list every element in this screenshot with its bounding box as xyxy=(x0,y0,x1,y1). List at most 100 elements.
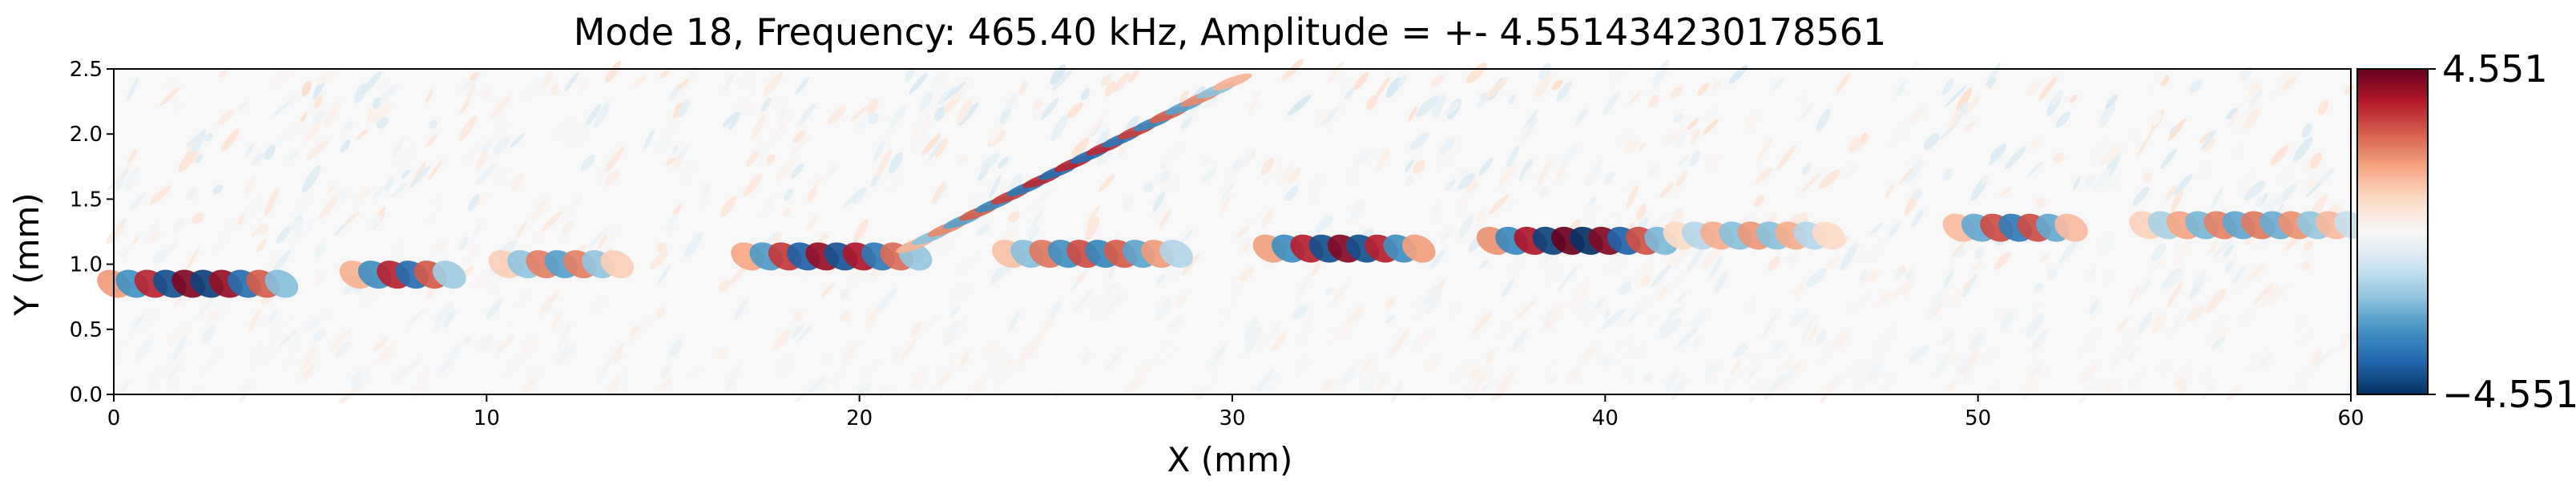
noise-speckle xyxy=(1840,242,1858,271)
noise-speckle xyxy=(959,155,969,165)
noise-speckle xyxy=(1697,82,1710,96)
noise-speckle xyxy=(553,223,566,235)
noise-speckle xyxy=(1030,187,1054,208)
noise-speckle xyxy=(311,111,325,124)
noise-speckle xyxy=(1118,147,1127,156)
noise-speckle xyxy=(724,364,740,392)
noise-speckle xyxy=(2305,181,2323,197)
noise-speckle xyxy=(2303,240,2313,251)
noise-speckle xyxy=(1545,362,1556,374)
noise-speckle xyxy=(1659,320,1671,333)
noise-speckle xyxy=(550,83,560,95)
noise-speckle xyxy=(1889,130,1907,147)
noise-speckle xyxy=(827,105,846,125)
noise-speckle xyxy=(678,99,691,118)
noise-speckle xyxy=(2031,137,2040,148)
noise-speckle xyxy=(743,173,764,197)
noise-speckle xyxy=(1481,383,1490,393)
noise-speckle xyxy=(1789,308,1811,327)
noise-speckle xyxy=(1912,189,1923,201)
noise-speckle xyxy=(737,68,754,87)
noise-speckle xyxy=(121,246,129,257)
noise-speckle xyxy=(858,379,869,390)
noise-speckle xyxy=(1296,358,1308,373)
noise-speckle xyxy=(1894,269,1904,281)
noise-speckle xyxy=(1670,183,1683,198)
noise-speckle xyxy=(1703,119,1719,135)
noise-speckle xyxy=(2050,90,2063,106)
noise-speckle xyxy=(821,355,828,366)
noise-speckle xyxy=(2312,350,2334,368)
noise-speckle xyxy=(2103,273,2114,285)
noise-speckle xyxy=(946,354,962,373)
noise-speckle xyxy=(1647,164,1659,178)
noise-speckle xyxy=(2151,257,2167,270)
noise-speckle xyxy=(2108,176,2120,190)
noise-speckle xyxy=(1361,366,1376,388)
noise-speckle xyxy=(1358,355,1374,378)
noise-speckle xyxy=(1292,305,1308,320)
heatmap-plot-area xyxy=(97,59,2368,405)
noise-speckle xyxy=(671,144,679,155)
noise-speckle xyxy=(1267,372,1279,383)
noise-speckle xyxy=(1101,75,1111,87)
noise-speckle xyxy=(1906,268,1914,281)
noise-speckle xyxy=(2340,329,2359,350)
noise-speckle xyxy=(2027,80,2039,96)
noise-speckle xyxy=(1466,63,1487,83)
noise-speckle xyxy=(1184,116,1192,128)
noise-speckle xyxy=(470,71,479,81)
noise-speckle xyxy=(2278,164,2295,185)
noise-speckle xyxy=(1594,297,1605,310)
noise-speckle xyxy=(783,208,791,218)
noise-speckle xyxy=(250,346,259,358)
noise-speckle xyxy=(1478,157,1494,176)
noise-speckle xyxy=(934,138,949,158)
noise-speckle xyxy=(490,95,510,118)
noise-speckle xyxy=(1873,342,1887,360)
noise-speckle xyxy=(1776,145,1796,171)
noise-speckle xyxy=(510,173,525,192)
wave-stripe xyxy=(2054,213,2088,242)
noise-speckle xyxy=(749,81,757,91)
noise-speckle xyxy=(1244,317,1259,341)
noise-speckle xyxy=(1081,88,1090,100)
noise-speckle xyxy=(643,128,655,150)
noise-speckle xyxy=(306,139,330,160)
noise-speckle xyxy=(790,134,810,155)
noise-speckle xyxy=(219,69,228,78)
noise-speckle xyxy=(1883,377,1893,392)
noise-speckle xyxy=(310,219,323,231)
noise-speckle xyxy=(460,98,470,114)
noise-speckle xyxy=(1415,95,1439,118)
noise-speckle xyxy=(1175,293,1189,307)
noise-speckle xyxy=(888,176,904,193)
noise-speckle xyxy=(1687,117,1699,131)
noise-speckle xyxy=(1714,272,1728,293)
noise-speckle xyxy=(913,121,922,139)
noise-speckle xyxy=(1801,315,1816,342)
noise-speckle xyxy=(217,109,235,126)
noise-speckle xyxy=(1519,158,1533,182)
noise-speckle xyxy=(1888,222,1901,238)
noise-speckle xyxy=(561,232,570,240)
noise-speckle xyxy=(1420,380,1443,401)
noise-speckle xyxy=(1159,208,1172,230)
noise-speckle xyxy=(1496,371,1515,399)
noise-speckle xyxy=(1673,113,1684,123)
noise-speckle xyxy=(1051,69,1073,91)
noise-speckle xyxy=(533,231,545,243)
noise-speckle xyxy=(301,81,312,95)
noise-speckle xyxy=(2227,109,2239,127)
noise-speckle xyxy=(396,361,417,379)
noise-speckle xyxy=(1485,77,1509,100)
noise-speckle xyxy=(235,100,254,119)
noise-speckle xyxy=(1665,247,1688,269)
noise-speckle xyxy=(467,146,478,163)
noise-speckle xyxy=(1041,98,1059,120)
noise-speckle xyxy=(797,325,812,342)
noise-speckle xyxy=(1578,301,1594,316)
x-tick-label: 50 xyxy=(1965,406,1991,430)
noise-speckle xyxy=(1180,119,1187,130)
noise-speckle xyxy=(2292,137,2313,162)
